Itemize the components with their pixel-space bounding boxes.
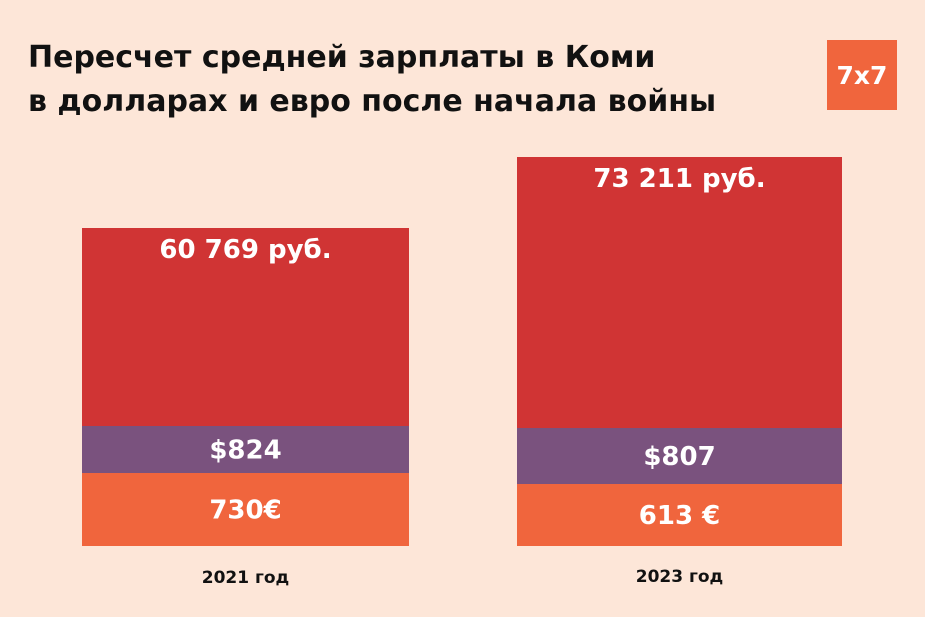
data-label-euro-1: 730€ [209, 496, 281, 526]
logo-7x7: 7x7 [827, 40, 897, 110]
category-label-2: 2023 год [636, 567, 724, 587]
chart-title: Пересчет средней зарплаты в Коми в долла… [28, 36, 788, 124]
data-label-dollar-2: $807 [643, 442, 715, 472]
data-label-euro-2: 613 € [639, 501, 720, 531]
data-label-ruble-1: 60 769 руб. [159, 235, 331, 265]
bar-dollar-2 [517, 428, 842, 484]
logo-text: 7x7 [836, 60, 888, 90]
bar-euro-2 [517, 484, 842, 546]
category-label-1: 2021 год [202, 568, 290, 588]
bar-euro-1 [82, 473, 409, 546]
title-line-2: в долларах и евро после начала войны [28, 84, 717, 119]
title-line-1: Пересчет средней зарплаты в Коми [28, 40, 656, 75]
bar-ruble-1 [82, 228, 409, 426]
data-label-dollar-1: $824 [209, 436, 281, 466]
data-label-ruble-2: 73 211 руб. [593, 164, 765, 194]
bar-ruble-2 [517, 157, 842, 428]
bar-dollar-1 [82, 426, 409, 473]
